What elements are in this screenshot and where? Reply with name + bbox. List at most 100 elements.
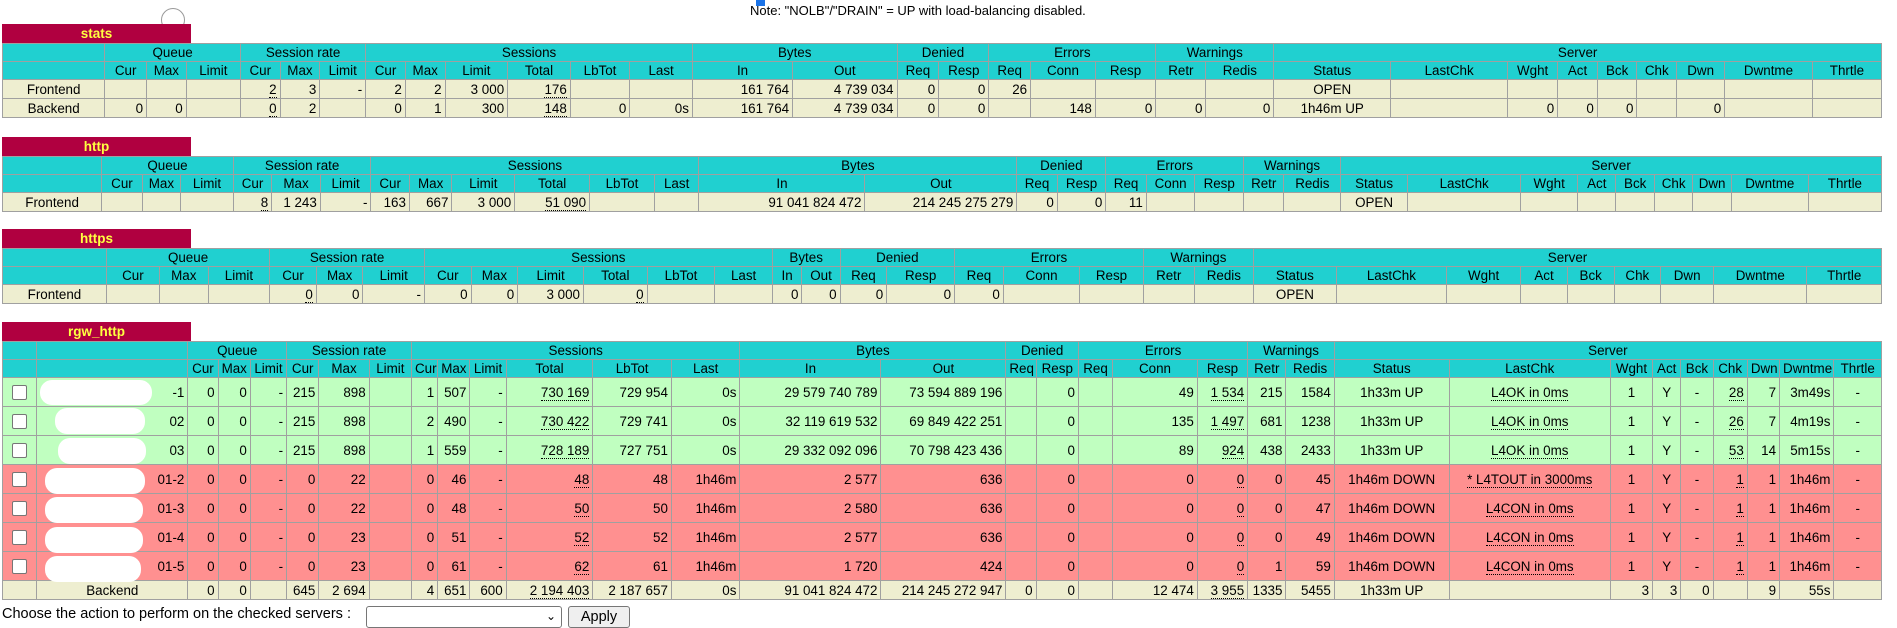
action-label: Choose the action to perform on the chec… [2, 606, 351, 622]
cell-value: 1 [1736, 529, 1744, 546]
last-check-link[interactable]: L4OK in 0ms [1491, 442, 1569, 459]
server-checkbox-cell[interactable] [1, 377, 38, 407]
table-cell: 2 [365, 79, 406, 99]
table-cell: 0 [801, 284, 841, 304]
server-checkbox[interactable] [12, 500, 28, 516]
table-row: Backend 0 0 0 2 0 1 300 148 0 0s 161 764 4 739 034 0 0… [1, 98, 1883, 118]
column-header: Limit [362, 266, 425, 285]
cell-value: 1 534 [1210, 384, 1245, 401]
table-cell: 11 [1105, 192, 1147, 212]
server-checkbox-cell[interactable] [1, 493, 38, 523]
column-header: In [698, 174, 866, 193]
table-cell: - [469, 377, 507, 407]
column-header: Status [1340, 174, 1408, 193]
group-errors: Errors [1105, 156, 1244, 175]
proxy-title-http[interactable]: http [2, 137, 191, 156]
table-cell: 651 [437, 580, 471, 600]
table-cell: 3 955 [1196, 580, 1249, 600]
last-check-link[interactable]: * L4TOUT in 3000ms [1467, 471, 1593, 488]
table-cell: 1 [1746, 551, 1781, 581]
cell-value: 8 [260, 194, 269, 211]
table-cell: 898 [318, 406, 370, 436]
redaction-mask [55, 408, 145, 434]
row-label: Backend [1, 98, 106, 118]
column-header: Cur [239, 61, 281, 80]
server-checkbox-cell[interactable] [1, 522, 38, 552]
column-header: Out [880, 359, 1007, 378]
group-warnings: Warnings [1155, 43, 1275, 62]
table-cell [146, 79, 187, 99]
column-header: Total [505, 359, 594, 378]
column-header: Max [146, 61, 187, 80]
last-check-link[interactable]: L4OK in 0ms [1491, 384, 1569, 401]
server-checkbox[interactable] [12, 529, 28, 545]
table-cell: - [1833, 377, 1882, 407]
last-check-link[interactable]: L4CON in 0ms [1485, 529, 1574, 546]
column-header: Redis [1285, 359, 1335, 378]
stats-table: Queue Session rate Sessions Bytes Denied… [1, 43, 1883, 118]
column-header: Retr [1155, 61, 1207, 80]
last-check-link[interactable]: L4CON in 0ms [1485, 500, 1574, 517]
proxy-title-https[interactable]: https [2, 229, 191, 248]
column-header: Wght [1609, 359, 1654, 378]
column-header: Cur [232, 174, 273, 193]
column-header-row: Cur Max Limit Cur Max Limit Cur Max Limit Total Lb… [1, 359, 1882, 378]
server-checkbox-cell[interactable] [1, 551, 38, 581]
table-cell: 2433 [1285, 435, 1335, 465]
table-cell: 898 [318, 377, 370, 407]
table-cell: 0 [1196, 464, 1249, 494]
server-checkbox-cell[interactable] [1, 406, 38, 436]
column-header: Limit [444, 61, 509, 80]
table-cell: 3 000 [517, 284, 584, 304]
table-cell [1335, 284, 1448, 304]
header-blank [1, 43, 106, 62]
table-cell [368, 580, 413, 600]
proxy-title-stats[interactable]: stats [2, 24, 191, 43]
proxy-title-rgw-http[interactable]: rgw_http [2, 322, 191, 341]
table-cell [368, 377, 413, 407]
last-check-link[interactable]: L4OK in 0ms [1491, 413, 1569, 430]
scroll-indicator [756, 0, 765, 6]
table-cell: 4m19s [1779, 406, 1835, 436]
table-cell: 507 [437, 377, 471, 407]
table-cell: 61 [592, 551, 672, 581]
table-cell [1145, 192, 1196, 212]
table-cell: 2 [404, 79, 446, 99]
table-cell: 1 534 [1196, 377, 1249, 407]
column-header: Req [896, 61, 940, 80]
server-checkbox[interactable] [12, 384, 28, 400]
column-header: Cur [411, 359, 439, 378]
table-cell: - [469, 406, 507, 436]
column-header: Thrtle [1806, 266, 1882, 285]
table-cell: 0 [286, 464, 320, 494]
column-header: Bck [1680, 359, 1714, 378]
server-checkbox-cell[interactable] [1, 464, 38, 494]
table-cell: - [469, 435, 507, 465]
column-header: Bck [1566, 266, 1615, 285]
server-checkbox[interactable] [12, 413, 28, 429]
table-cell: 0 [217, 522, 251, 552]
http-table: Queue Session rate Sessions Bytes Denied… [1, 156, 1883, 212]
table-cell: 1584 [1285, 377, 1335, 407]
table-cell: 667 [408, 192, 453, 212]
server-checkbox[interactable] [12, 471, 28, 487]
column-header: Resp [1056, 174, 1107, 193]
server-checkbox-cell[interactable] [1, 435, 38, 465]
table-cell: 0 [1112, 493, 1198, 523]
column-header: LbTot [592, 359, 672, 378]
group-session-rate: Session rate [269, 248, 425, 267]
table-cell: 4 [411, 580, 439, 600]
table-cell: 23 [318, 551, 370, 581]
server-checkbox[interactable] [12, 442, 28, 458]
column-header: Dwn [1676, 61, 1726, 80]
last-check-link[interactable]: L4CON in 0ms [1485, 558, 1574, 575]
table-cell: 12 474 [1112, 580, 1198, 600]
table-cell: 0 [896, 79, 940, 99]
table-cell: 26 [988, 79, 1032, 99]
column-header: Retr [1247, 359, 1287, 378]
column-header: Max [271, 174, 321, 193]
group-warnings: Warnings [1142, 248, 1255, 267]
server-checkbox[interactable] [12, 558, 28, 574]
table-cell: Y [1652, 435, 1682, 465]
table-cell: 1h46m DOWN [1333, 464, 1450, 494]
